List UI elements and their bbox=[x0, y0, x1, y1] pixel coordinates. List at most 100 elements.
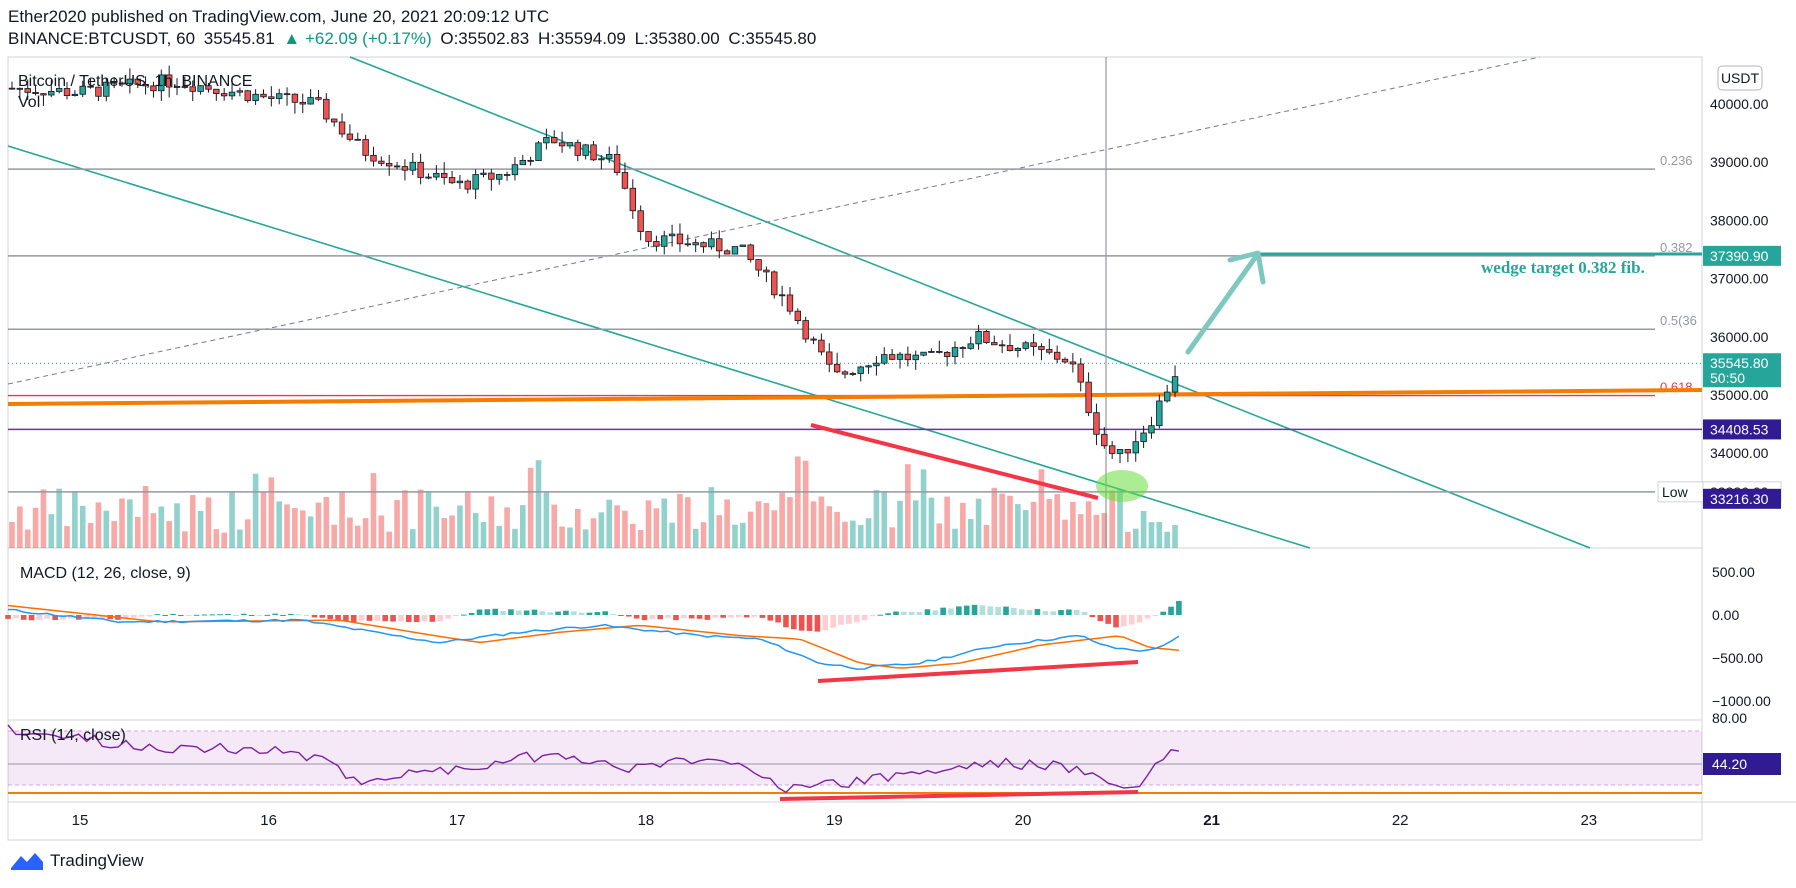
volume-bar bbox=[543, 491, 550, 548]
volume-bars bbox=[9, 456, 1178, 548]
volume-bar bbox=[449, 515, 455, 548]
macd-histogram-bar bbox=[1042, 611, 1049, 615]
candle bbox=[692, 238, 699, 253]
volume-bar bbox=[857, 525, 864, 548]
macd-histogram-bar bbox=[138, 615, 145, 617]
candle bbox=[283, 87, 291, 106]
macd-histogram-bar bbox=[649, 615, 656, 619]
volume-bar bbox=[1101, 512, 1108, 548]
candle-body bbox=[158, 74, 165, 92]
macd-histogram-bar bbox=[586, 612, 593, 615]
macd-histogram-bar bbox=[798, 615, 805, 631]
candle-body bbox=[739, 244, 747, 247]
volume-bar bbox=[1109, 490, 1115, 548]
macd-histogram-bar bbox=[91, 615, 98, 619]
candle-body bbox=[480, 172, 487, 175]
volume-bar bbox=[747, 511, 754, 548]
macd-histogram-bar bbox=[602, 611, 609, 615]
candle bbox=[873, 356, 880, 376]
volume-bar bbox=[991, 487, 998, 548]
volume-bar bbox=[56, 488, 62, 548]
candle bbox=[1014, 347, 1022, 358]
candle bbox=[103, 78, 110, 102]
symbol[interactable]: BINANCE:BTCUSDT, 60 bbox=[8, 29, 196, 48]
candle-body bbox=[1148, 425, 1155, 434]
candle bbox=[48, 80, 55, 98]
candle bbox=[87, 78, 94, 89]
candle-body bbox=[173, 86, 181, 88]
volume-bar bbox=[504, 507, 510, 548]
candle bbox=[920, 351, 927, 357]
currency-badge[interactable] bbox=[1717, 65, 1763, 91]
tradingview-brand[interactable]: TradingView bbox=[10, 850, 144, 872]
candle-body bbox=[983, 331, 990, 343]
price-tick-label: 38000.00 bbox=[1710, 212, 1769, 228]
volume-bar bbox=[787, 497, 793, 548]
candle bbox=[1085, 372, 1092, 417]
candle-body bbox=[527, 159, 534, 162]
candle bbox=[833, 352, 841, 374]
candle bbox=[543, 128, 550, 150]
candle-body bbox=[197, 85, 204, 92]
macd-tick-label: 500.00 bbox=[1712, 564, 1755, 580]
macd-histogram-bar bbox=[28, 615, 35, 621]
volume-bar bbox=[952, 528, 958, 548]
macd-histogram-bar bbox=[523, 610, 530, 615]
macd-histogram-bar bbox=[940, 607, 946, 615]
close-value: C:35545.80 bbox=[728, 29, 817, 48]
candles bbox=[8, 65, 1179, 464]
fib-level-label: 0.5(36 bbox=[1660, 313, 1697, 328]
candle-body bbox=[637, 210, 644, 232]
candle-body bbox=[936, 351, 943, 353]
volume-bar bbox=[237, 529, 243, 548]
candle-body bbox=[873, 362, 880, 367]
macd-histogram-bar bbox=[1003, 606, 1009, 615]
volume-bar bbox=[496, 525, 503, 548]
volume-bar bbox=[1054, 494, 1060, 548]
macd-histogram-bar bbox=[162, 615, 168, 616]
macd-histogram-bar bbox=[280, 615, 286, 616]
candle bbox=[24, 79, 31, 101]
candle bbox=[503, 171, 511, 181]
candle-body bbox=[857, 366, 864, 374]
candle bbox=[417, 153, 424, 185]
volume-bar bbox=[174, 503, 180, 548]
candle-body bbox=[362, 139, 369, 156]
candle bbox=[181, 76, 189, 89]
candle-body bbox=[998, 344, 1006, 347]
candle-body bbox=[1085, 381, 1092, 414]
candle-body bbox=[574, 142, 581, 156]
rsi-top-tick: 80.00 bbox=[1712, 710, 1747, 726]
drawings: 0.236 0.382 0.5(36 0.618 bbox=[7, 56, 1703, 549]
time-tick-label: 23 bbox=[1580, 812, 1597, 829]
macd-histogram-bar bbox=[382, 615, 388, 622]
candle bbox=[786, 287, 794, 315]
candle bbox=[338, 113, 346, 138]
candle bbox=[716, 230, 723, 259]
candle bbox=[401, 159, 409, 181]
candle bbox=[354, 132, 361, 141]
volume-bar bbox=[559, 526, 565, 548]
macd-histogram-bar bbox=[445, 615, 451, 619]
volume-bar bbox=[244, 519, 251, 548]
candle-body bbox=[330, 118, 338, 123]
macd-histogram-bar bbox=[743, 615, 750, 618]
candle bbox=[134, 78, 141, 89]
candle bbox=[409, 152, 416, 176]
macd-histogram-bar bbox=[1050, 611, 1056, 615]
macd-histogram-bar bbox=[421, 615, 428, 622]
candle-body bbox=[456, 180, 464, 184]
candle-body bbox=[1077, 363, 1084, 383]
candle-body bbox=[967, 343, 974, 349]
high-value: H:35594.09 bbox=[537, 29, 626, 48]
candle bbox=[1163, 384, 1171, 403]
macd-histogram-bar bbox=[201, 614, 208, 616]
macd-histogram-bar bbox=[233, 614, 239, 616]
price-tag-box bbox=[1703, 353, 1781, 388]
volume-bar bbox=[850, 520, 856, 548]
target-arrow-shaft bbox=[1185, 252, 1260, 355]
candle bbox=[1061, 357, 1069, 364]
macd-histogram-bar bbox=[673, 615, 679, 621]
volume-bar bbox=[488, 496, 495, 548]
